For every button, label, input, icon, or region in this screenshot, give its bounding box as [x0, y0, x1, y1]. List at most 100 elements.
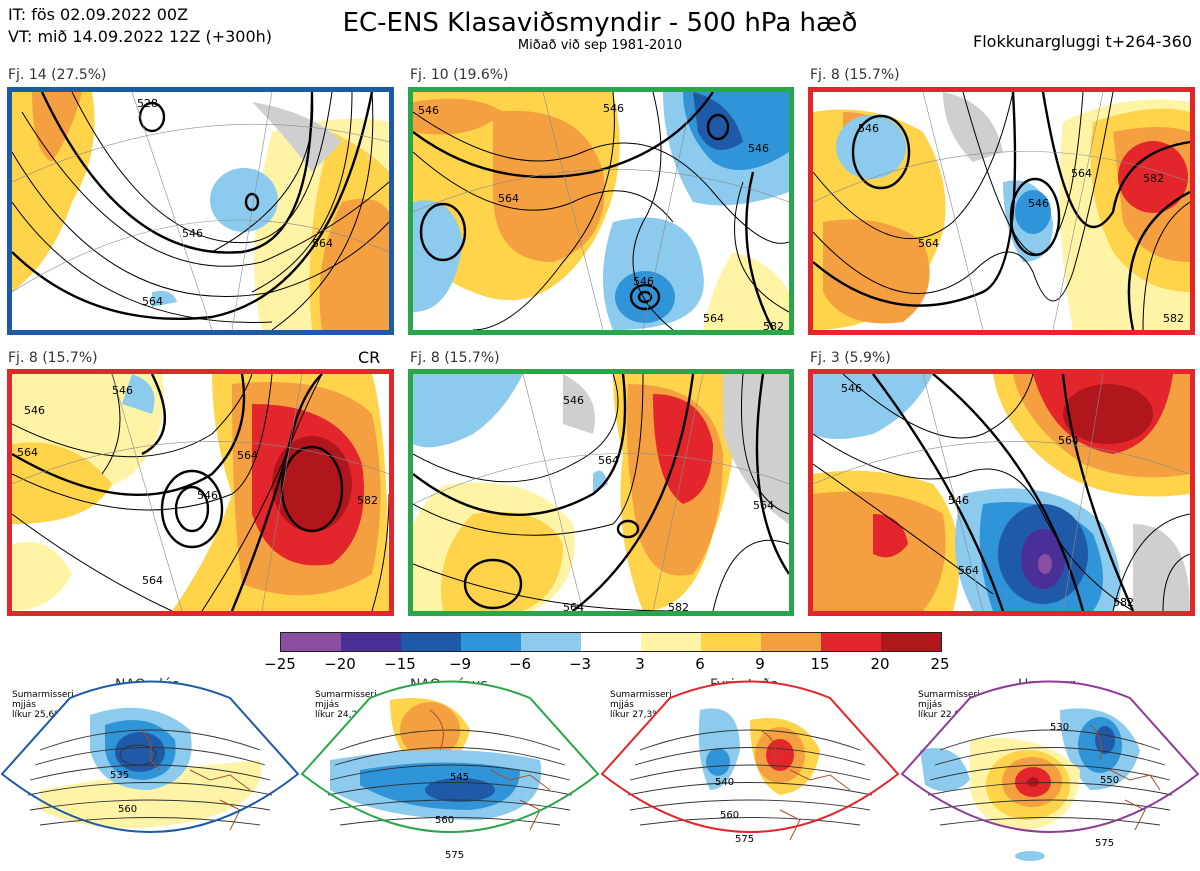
- regime-nao-minus[interactable]: Sumarmisseri mjjás líkur 24,2% NAO mínus…: [300, 670, 600, 870]
- colorbar-swatch: [581, 633, 641, 651]
- svg-text:564: 564: [498, 192, 519, 205]
- colorbar-tick: 9: [755, 655, 765, 673]
- colorbar-swatch: [341, 633, 401, 651]
- svg-text:546: 546: [182, 227, 203, 240]
- regime-contour-label: 560: [435, 815, 454, 826]
- svg-text:546: 546: [563, 394, 584, 407]
- svg-text:564: 564: [598, 454, 619, 467]
- regime-months: mjjás: [315, 700, 339, 710]
- svg-text:582: 582: [763, 320, 784, 330]
- regime-blocking[interactable]: Sumarmisseri mjjás líkur 27,3% Fyrirstað…: [600, 670, 900, 870]
- regime-ridge[interactable]: Sumarmisseri mjjás líkur 22,9% Hryggur 5…: [900, 670, 1200, 870]
- colorbar-swatch: [401, 633, 461, 651]
- colorbar: [280, 632, 942, 652]
- regime-nao-plus[interactable]: Sumarmisseri mjjás líkur 25,6% NAO plús …: [0, 670, 300, 870]
- regime-probability: líkur 25,6%: [12, 710, 63, 720]
- regime-probability: líkur 27,3%: [610, 710, 661, 720]
- svg-text:564: 564: [918, 237, 939, 250]
- cluster-map-4[interactable]: 546 546 564 546 564 582 564: [7, 369, 394, 616]
- svg-text:582: 582: [1163, 312, 1184, 325]
- regime-probability: líkur 22,9%: [918, 710, 969, 720]
- svg-text:564: 564: [142, 574, 163, 587]
- svg-text:546: 546: [24, 404, 45, 417]
- panel-5-label: Fj. 8 (15.7%): [410, 350, 500, 366]
- svg-text:582: 582: [668, 601, 689, 611]
- svg-text:546: 546: [858, 122, 879, 135]
- regime-season: Sumarmisseri: [610, 690, 672, 700]
- svg-text:564: 564: [237, 449, 258, 462]
- colorbar-swatch: [881, 633, 941, 651]
- svg-text:528: 528: [137, 97, 158, 110]
- colorbar-tick: 25: [930, 655, 950, 673]
- regime-map: 545 560 575: [300, 680, 600, 861]
- page-subtitle: Miðað við sep 1981-2010: [517, 38, 683, 53]
- colorbar-tick: −25: [264, 655, 296, 673]
- regime-contour-label: 550: [1100, 775, 1119, 786]
- cluster-map-2-graphic: 546 546 546 564 546 564 582: [413, 92, 789, 330]
- cluster-map-4-graphic: 546 546 564 546 564 582 564: [12, 374, 389, 611]
- svg-text:564: 564: [703, 312, 724, 325]
- svg-text:582: 582: [1143, 172, 1164, 185]
- colorbar-swatch: [521, 633, 581, 651]
- cluster-map-2[interactable]: 546 546 546 564 546 564 582: [408, 87, 794, 335]
- regime-info: Sumarmisseri mjjás líkur 25,6%: [12, 690, 74, 720]
- regime-contour-label: 575: [445, 850, 464, 861]
- page-title: EC-ENS Klasaviðsmyndir - 500 hPa hæð: [342, 8, 858, 38]
- svg-text:546: 546: [1028, 197, 1049, 210]
- colorbar-swatch: [461, 633, 521, 651]
- colorbar-tick: 20: [870, 655, 890, 673]
- colorbar-tick: −15: [384, 655, 416, 673]
- panel-3-label: Fj. 8 (15.7%): [810, 67, 900, 83]
- regime-contour-label: 530: [1050, 722, 1069, 733]
- regime-season: Sumarmisseri: [315, 690, 377, 700]
- regime-season: Sumarmisseri: [12, 690, 74, 700]
- regime-contour-label: 560: [720, 810, 739, 821]
- cluster-map-6[interactable]: 546 564 546 564 582: [808, 369, 1195, 616]
- regime-info: Sumarmisseri mjjás líkur 22,9%: [918, 690, 980, 720]
- svg-text:564: 564: [753, 499, 774, 512]
- colorbar-swatch: [761, 633, 821, 651]
- cluster-map-5[interactable]: 546 564 564 564 582: [408, 369, 794, 616]
- svg-text:582: 582: [1113, 596, 1134, 609]
- svg-text:546: 546: [841, 382, 862, 395]
- regime-info: Sumarmisseri mjjás líkur 24,2%: [315, 690, 377, 720]
- cluster-map-5-graphic: 546 564 564 564 582: [413, 374, 789, 611]
- regime-map: 530 550 575: [900, 680, 1200, 861]
- regime-contour-label: 575: [735, 834, 754, 845]
- svg-text:564: 564: [17, 446, 38, 459]
- svg-text:546: 546: [112, 384, 133, 397]
- svg-text:546: 546: [748, 142, 769, 155]
- svg-text:564: 564: [1058, 434, 1079, 447]
- svg-text:546: 546: [197, 489, 218, 502]
- svg-text:564: 564: [142, 295, 163, 308]
- panel-4-cr-mark: CR: [358, 348, 381, 367]
- panel-6-label: Fj. 3 (5.9%): [810, 350, 891, 366]
- cluster-map-3-graphic: 546 564 546 564 582 582: [813, 92, 1190, 330]
- panel-2-label: Fj. 10 (19.6%): [410, 67, 509, 83]
- panel-4-label: Fj. 8 (15.7%): [8, 350, 98, 366]
- colorbar-swatch: [821, 633, 881, 651]
- regime-contour-label: 540: [715, 777, 734, 788]
- colorbar-tick: −6: [508, 655, 532, 673]
- regime-months: mjjás: [610, 700, 634, 710]
- regime-probability: líkur 24,2%: [315, 710, 366, 720]
- svg-text:546: 546: [948, 494, 969, 507]
- colorbar-swatch: [641, 633, 701, 651]
- colorbar-tick: −20: [324, 655, 356, 673]
- valid-time: VT: mið 14.09.2022 12Z (+300h): [8, 27, 273, 46]
- regime-months: mjjás: [12, 700, 36, 710]
- regime-contour-label: 560: [118, 804, 137, 815]
- regime-info: Sumarmisseri mjjás líkur 27,3%: [610, 690, 672, 720]
- cluster-map-1[interactable]: 528 546 564 564: [7, 87, 394, 335]
- panel-1-label: Fj. 14 (27.5%): [8, 67, 107, 83]
- svg-text:564: 564: [563, 601, 584, 611]
- svg-text:546: 546: [418, 104, 439, 117]
- colorbar-tick: −3: [568, 655, 592, 673]
- regime-contour-label: 535: [110, 770, 129, 781]
- init-time: IT: fös 02.09.2022 00Z: [8, 5, 189, 24]
- cluster-map-3[interactable]: 546 564 546 564 582 582: [808, 87, 1195, 335]
- regime-map: 540 560 575: [600, 680, 900, 845]
- colorbar-swatch: [701, 633, 761, 651]
- svg-text:564: 564: [1071, 167, 1092, 180]
- colorbar-swatch: [281, 633, 341, 651]
